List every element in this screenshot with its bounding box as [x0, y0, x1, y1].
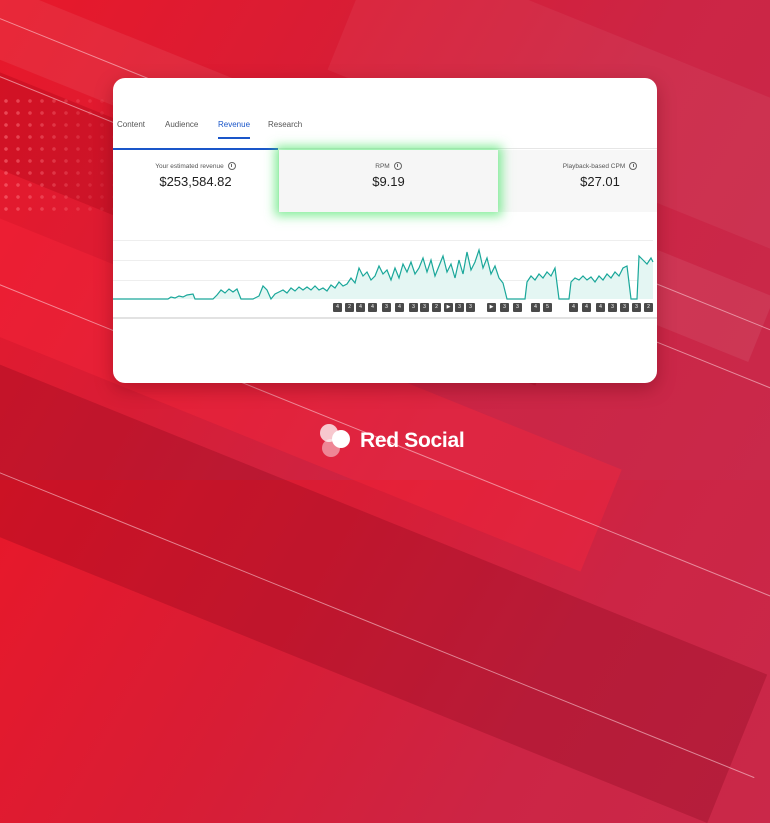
metrics-row: Your estimated revenue $253,584.82 RPM $…: [113, 148, 657, 212]
analytics-card: Content Audience Revenue Research Your e…: [113, 78, 657, 383]
event-marker[interactable]: 2: [644, 303, 653, 312]
brand-footer: Red Social: [320, 424, 465, 458]
clock-icon: [393, 162, 402, 170]
metric-playback-cpm[interactable]: Playback-based CPM $27.01: [543, 150, 657, 212]
event-marker[interactable]: 4: [596, 303, 605, 312]
revenue-line: [113, 247, 654, 301]
event-marker[interactable]: 3: [420, 303, 429, 312]
metric-label: Playback-based CPM: [562, 162, 626, 170]
event-marker[interactable]: ▶: [487, 303, 496, 312]
clock-icon: [629, 162, 638, 170]
event-marker[interactable]: 4: [333, 303, 342, 312]
background-dots: [0, 95, 115, 215]
metric-rpm[interactable]: RPM $9.19: [279, 150, 498, 212]
tab-revenue[interactable]: Revenue: [218, 120, 251, 139]
event-marker[interactable]: 4: [356, 303, 365, 312]
metric-value: $27.01: [580, 174, 620, 189]
clock-icon: [227, 162, 236, 170]
tab-audience[interactable]: Audience: [165, 120, 199, 129]
event-marker[interactable]: 4: [368, 303, 377, 312]
metric-estimated-revenue[interactable]: Your estimated revenue $253,584.82: [113, 148, 278, 212]
event-marker[interactable]: 2: [345, 303, 354, 312]
event-marker[interactable]: ▶: [444, 303, 453, 312]
brand-name: Red Social: [360, 429, 465, 452]
event-marker[interactable]: 2: [432, 303, 441, 312]
revenue-chart[interactable]: [113, 238, 657, 318]
event-marker[interactable]: 4: [395, 303, 404, 312]
chart-x-axis: [113, 317, 657, 319]
event-marker[interactable]: 3: [620, 303, 629, 312]
metric-value: $253,584.82: [159, 174, 232, 189]
metric-value: $9.19: [372, 174, 405, 189]
event-marker[interactable]: 3: [466, 303, 475, 312]
event-marker[interactable]: 4: [531, 303, 540, 312]
event-marker[interactable]: 3: [409, 303, 418, 312]
metric-label: RPM: [375, 162, 390, 170]
gridline: [113, 240, 653, 241]
event-marker[interactable]: 5: [543, 303, 552, 312]
event-marker[interactable]: 3: [455, 303, 464, 312]
event-marker[interactable]: 4: [582, 303, 591, 312]
event-marker[interactable]: 3: [382, 303, 391, 312]
tab-content[interactable]: Content: [117, 120, 146, 129]
event-markers: 4 2 4 4 3 4 3 3 2 ▶ 3 3 ▶ 3 3 4 5 4 4 4 …: [113, 303, 657, 315]
gridline: [113, 260, 653, 261]
red-social-logo-icon: [320, 424, 352, 458]
event-marker[interactable]: 3: [500, 303, 509, 312]
metric-label: Your estimated revenue: [155, 162, 224, 170]
event-marker[interactable]: 3: [608, 303, 617, 312]
event-marker[interactable]: 4: [569, 303, 578, 312]
tab-research[interactable]: Research: [268, 120, 303, 129]
event-marker[interactable]: 3: [513, 303, 522, 312]
tab-bar: Content Audience Revenue Research: [113, 78, 657, 149]
event-marker[interactable]: 3: [632, 303, 641, 312]
